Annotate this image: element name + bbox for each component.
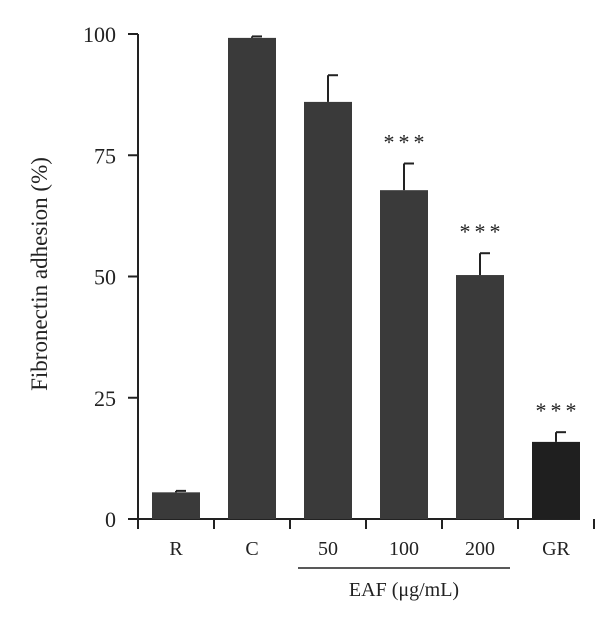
axes	[137, 34, 580, 520]
x-tick-label: 100	[389, 538, 419, 560]
y-axis-label: Fibronectin adhesion (%)	[27, 157, 52, 391]
significance-marker: ***	[460, 219, 505, 244]
significance-marker: ***	[536, 398, 581, 423]
x-tick-label: GR	[542, 538, 570, 560]
y-tick-label: 0	[105, 507, 116, 532]
y-tick-label: 50	[94, 265, 116, 290]
x-tick-label: 200	[465, 538, 495, 560]
bar	[228, 37, 276, 519]
bar	[456, 275, 504, 519]
group-label: EAF (μg/mL)	[349, 579, 459, 601]
group-annotation: EAF (μg/mL)	[298, 567, 510, 601]
x-ticks: R C 50 100 200 GR	[137, 519, 595, 560]
y-tick-label: 100	[83, 22, 116, 47]
y-tick-label: 75	[94, 143, 116, 168]
x-tick-label: C	[245, 538, 258, 560]
y-tick-label: 25	[94, 386, 116, 411]
significance-marker: ***	[384, 129, 429, 154]
bars: *** *** ***	[152, 35, 581, 520]
bar	[152, 492, 200, 519]
y-ticks: 0 25 50 75 100	[83, 22, 138, 532]
bar	[380, 190, 428, 520]
x-tick-label: R	[169, 538, 183, 560]
bar	[532, 441, 580, 519]
bar	[304, 101, 352, 520]
x-tick-label: 50	[318, 538, 338, 560]
